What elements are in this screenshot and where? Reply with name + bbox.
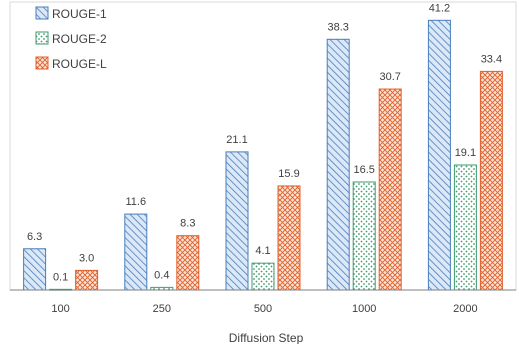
data-label-rouge-2-100: 0.1 — [53, 271, 68, 283]
data-label-rouge-l-250: 8.3 — [180, 218, 195, 230]
data-label-rouge-1-250: 11.6 — [126, 196, 147, 208]
bar-rouge-l-500 — [277, 185, 301, 291]
data-label-rouge-2-250: 0.4 — [154, 269, 169, 281]
data-label-rouge-l-100: 3.0 — [79, 252, 94, 264]
x-tick-label-1000: 1000 — [352, 303, 376, 315]
data-label-rouge-1-500: 21.1 — [226, 134, 247, 146]
legend-swatch-rouge-1 — [35, 6, 49, 20]
data-labels-group: 6.3 0.1 3.0 11.6 0.4 8.3 21.1 4.1 15.9 38.3 16.5 30… — [27, 2, 502, 283]
legend-label-rouge-1: ROUGE-1 — [52, 7, 107, 21]
bar-rouge-l-1000 — [378, 88, 402, 291]
bar-rouge-1-500 — [225, 151, 249, 291]
legend-label-rouge-l: ROUGE-L — [52, 57, 107, 71]
bar-rouge-l-250 — [176, 235, 200, 291]
data-label-rouge-1-1000: 38.3 — [327, 21, 348, 33]
data-label-rouge-1-100: 6.3 — [27, 231, 42, 243]
data-label-rouge-2-500: 4.1 — [255, 245, 270, 257]
bar-rouge-1-100 — [23, 248, 47, 291]
legend: ROUGE-1 ROUGE-2 ROUGE-L — [35, 6, 107, 71]
bar-rouge-l-100 — [75, 269, 99, 291]
bar-rouge-1-2000 — [427, 19, 451, 291]
x-tick-label-2000: 2000 — [453, 303, 477, 315]
x-tick-label-100: 100 — [51, 303, 69, 315]
data-label-rouge-1-2000: 41.2 — [429, 2, 450, 14]
x-tick-label-250: 250 — [153, 303, 171, 315]
x-tick-label-500: 500 — [254, 303, 272, 315]
data-label-rouge-2-1000: 16.5 — [353, 164, 374, 176]
data-label-rouge-l-2000: 33.4 — [481, 53, 502, 65]
bar-rouge-1-250 — [124, 213, 148, 291]
x-axis-title: Diffusion Step — [229, 331, 304, 344]
data-label-rouge-2-2000: 19.1 — [455, 147, 476, 159]
bars-group — [23, 19, 503, 291]
bar-rouge-2-500 — [251, 262, 275, 291]
data-label-rouge-l-1000: 30.7 — [379, 71, 400, 83]
bar-rouge-1-1000 — [326, 38, 350, 291]
data-label-rouge-l-500: 15.9 — [278, 168, 299, 180]
bar-rouge-l-2000 — [479, 70, 503, 291]
bar-rouge-2-1000 — [352, 181, 376, 291]
legend-swatch-rouge-l — [35, 56, 49, 70]
x-tick-labels-group: 100 250 500 1000 2000 — [51, 303, 477, 315]
legend-label-rouge-2: ROUGE-2 — [52, 32, 107, 46]
bar-rouge-2-2000 — [453, 164, 477, 291]
legend-swatch-rouge-2 — [35, 31, 49, 45]
